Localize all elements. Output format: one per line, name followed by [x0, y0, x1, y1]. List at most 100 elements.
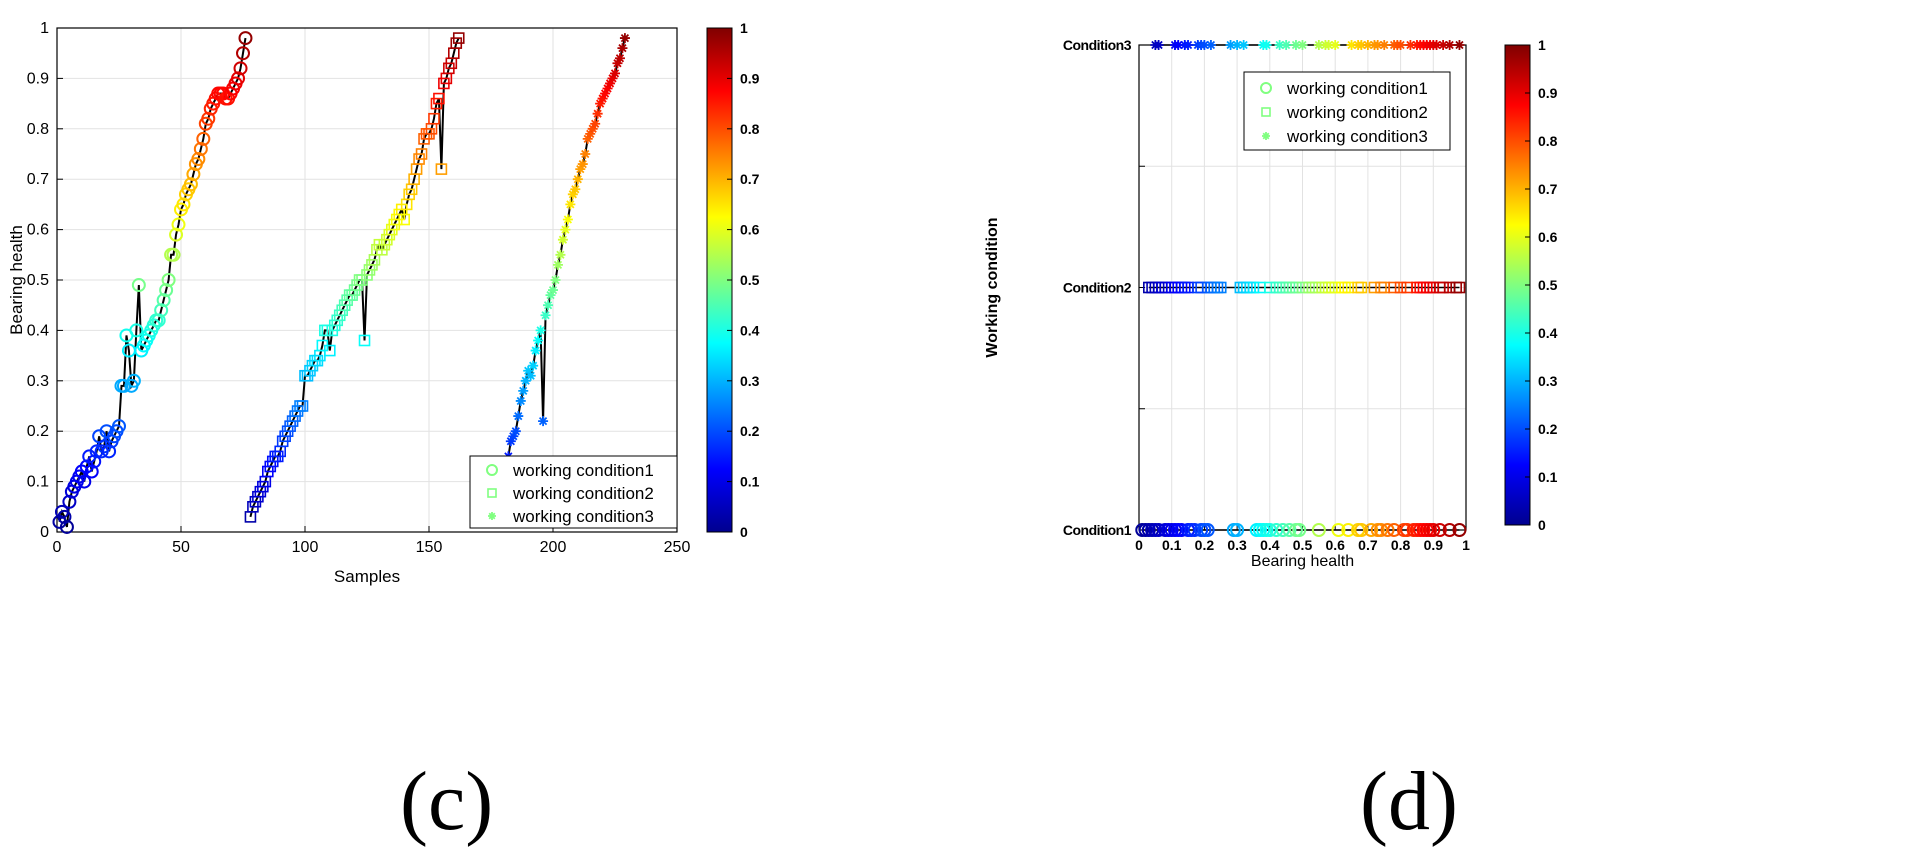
- d-point-circle: [1426, 523, 1441, 537]
- d-point-circle: [1282, 523, 1297, 537]
- d-point-asterisk: [1313, 40, 1324, 50]
- d-point-circle: [1373, 523, 1388, 537]
- c-point-asterisk: [535, 325, 546, 336]
- d-point-circle: [1432, 523, 1447, 537]
- d-point-circle: [1275, 523, 1290, 537]
- c-point-circle: [87, 454, 102, 469]
- d-point-circle: [1230, 523, 1245, 537]
- d-point-asterisk: [1379, 40, 1390, 50]
- c-point-circle: [57, 509, 72, 524]
- c-colorbar-tick-label: 0.9: [740, 70, 760, 86]
- d-point-circle: [1311, 523, 1326, 537]
- c-point-asterisk: [560, 224, 571, 235]
- d-x-tick-label: 0.8: [1391, 537, 1411, 553]
- d-point-square: [1355, 281, 1368, 294]
- d-point-asterisk: [1238, 40, 1249, 50]
- d-colorbar-tick-label: 0.1: [1538, 469, 1558, 485]
- d-y-axis-label: Working condition: [984, 217, 1001, 357]
- c-point-square: [428, 112, 440, 125]
- d-colorbar-tick-label: 0.4: [1538, 325, 1558, 341]
- c-point-square: [358, 334, 371, 347]
- c-legend-marker-3: [488, 512, 496, 520]
- d-x-tick-label: 0.5: [1293, 537, 1313, 553]
- d-point-square: [1247, 281, 1260, 294]
- d-point-circle: [1380, 523, 1395, 537]
- c-x-tick-label: 200: [540, 539, 567, 556]
- d-point-asterisk: [1395, 40, 1406, 50]
- d-point-circle: [1331, 523, 1346, 537]
- c-colorbar-tick-label: 0: [740, 524, 748, 540]
- d-legend-label-3: working condition3: [1286, 127, 1428, 146]
- chart-c: 0 50 100 150 200 250 0 0.1 0.2 0.3 0.4 0.5 0.6 0.7 0.8…: [7, 20, 760, 586]
- c-y-tick-label: 0.1: [27, 474, 49, 491]
- d-point-asterisk: [1199, 40, 1210, 50]
- d-point-asterisk: [1274, 40, 1285, 50]
- c-legend-marker-1: [486, 464, 498, 476]
- d-series-group: [1135, 40, 1467, 537]
- d-point-circle: [1400, 523, 1415, 537]
- c-point-square: [433, 92, 445, 105]
- c-point-circle: [169, 227, 184, 242]
- c-point-square: [452, 32, 465, 44]
- c-point-asterisk: [592, 108, 603, 119]
- c-point-circle: [186, 167, 201, 182]
- c-y-tick-label: 0: [40, 524, 49, 541]
- panel-label-c: (c): [400, 755, 494, 848]
- c-point-circle: [238, 31, 253, 46]
- c-point-asterisk: [513, 411, 524, 422]
- c-point-circle: [171, 217, 186, 232]
- c-point-asterisk: [518, 385, 529, 396]
- c-point-asterisk: [528, 360, 539, 371]
- d-point-asterisk: [1232, 40, 1243, 50]
- d-point-asterisk: [1281, 40, 1292, 50]
- c-point-asterisk: [533, 335, 544, 346]
- c-point-asterisk: [565, 199, 576, 210]
- d-point-circle: [1262, 523, 1277, 537]
- c-point-asterisk: [552, 259, 563, 270]
- d-colorbar-tick-label: 0.7: [1538, 181, 1558, 197]
- c-x-tick-label: 0: [53, 539, 62, 556]
- d-colorbar-tick-label: 0.3: [1538, 373, 1558, 389]
- d-legend-marker-1: [1260, 82, 1272, 94]
- d-point-asterisk: [1290, 40, 1301, 50]
- c-colorbar-tick-label: 1: [740, 20, 748, 36]
- d-point-circle: [1151, 523, 1166, 537]
- c-y-tick-label: 1: [40, 20, 49, 37]
- c-x-tick-label: 150: [416, 539, 443, 556]
- c-point-asterisk: [580, 149, 591, 159]
- c-y-tick-label: 0.9: [27, 70, 49, 87]
- c-x-tick-label: 50: [172, 539, 190, 556]
- d-y-category-label: Condition1: [1063, 522, 1132, 538]
- c-colorbar-tick-label: 0.4: [740, 322, 760, 338]
- c-point-asterisk: [590, 118, 601, 129]
- d-colorbar-tick-label: 0.8: [1538, 133, 1558, 149]
- d-point-circle: [1341, 523, 1356, 537]
- c-y-tick-label: 0.6: [27, 222, 49, 239]
- c-y-tick-label: 0.8: [27, 121, 49, 138]
- d-legend-label-2: working condition2: [1286, 103, 1428, 122]
- d-point-asterisk: [1454, 40, 1465, 50]
- c-y-tick-label: 0.4: [27, 322, 49, 339]
- c-point-circle: [62, 494, 77, 509]
- c-point-asterisk: [510, 426, 521, 437]
- c-x-axis-label: Samples: [334, 567, 400, 586]
- d-legend-marker-2: [1261, 107, 1271, 117]
- c-point-square: [323, 344, 336, 357]
- c-point-circle: [231, 71, 246, 86]
- c-point-asterisk: [585, 128, 596, 139]
- d-y-category-label: Condition2: [1063, 280, 1132, 296]
- d-point-circle: [1442, 523, 1457, 537]
- c-legend-label-1: working condition1: [512, 461, 654, 480]
- c-y-axis-label: Bearing health: [7, 225, 26, 335]
- d-legend-label-1: working condition1: [1286, 79, 1428, 98]
- c-legend-marker-2: [487, 488, 497, 498]
- d-point-square: [1394, 281, 1407, 294]
- d-x-tick-label: 0.1: [1162, 537, 1182, 553]
- d-x-tick-label: 0.2: [1195, 537, 1215, 553]
- c-point-circle: [59, 519, 74, 534]
- d-point-asterisk: [1346, 40, 1357, 50]
- d-colorbar-tick-label: 0: [1538, 517, 1546, 533]
- c-point-circle: [112, 419, 126, 434]
- c-point-asterisk: [619, 33, 630, 44]
- d-point-asterisk: [1225, 40, 1236, 50]
